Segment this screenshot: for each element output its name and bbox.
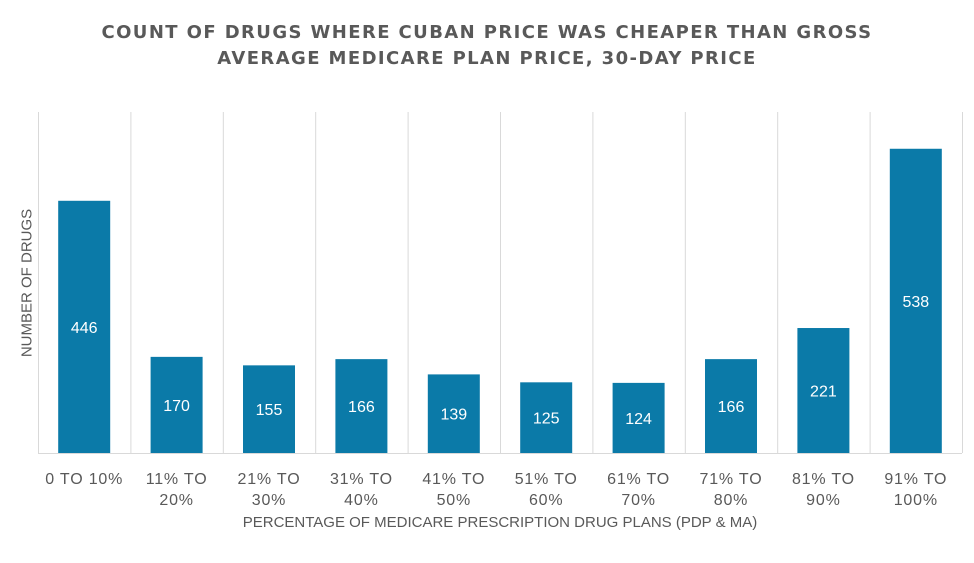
bar-value-label: 125 — [533, 411, 560, 428]
bar — [150, 356, 203, 453]
chart-title-line-1: COUNT OF DRUGS WHERE CUBAN PRICE WAS CHE… — [101, 22, 873, 43]
bar — [58, 200, 111, 453]
x-tick-label: 41% TO — [422, 471, 485, 488]
bar — [335, 359, 388, 453]
x-tick-label: 100% — [894, 492, 938, 509]
x-tick-label: 71% TO — [700, 471, 763, 488]
bar — [889, 148, 942, 453]
x-tick-label: 91% TO — [884, 471, 947, 488]
bar-value-label: 166 — [348, 399, 375, 416]
x-tick-label: 31% TO — [330, 471, 393, 488]
bar-value-label: 166 — [718, 399, 745, 416]
x-tick-label: 11% TO — [146, 471, 208, 488]
bar-value-label: 221 — [810, 384, 837, 401]
bar-value-label: 124 — [625, 411, 652, 428]
x-axis-label: PERCENTAGE OF MEDICARE PRESCRIPTION DRUG… — [242, 514, 758, 531]
x-tick-label: 80% — [714, 492, 748, 509]
x-tick-label: 81% TO — [792, 471, 855, 488]
bar-value-label: 170 — [163, 398, 190, 415]
bar — [797, 328, 850, 453]
x-tick-label: 60% — [529, 492, 563, 509]
x-tick-label: 90% — [806, 492, 840, 509]
y-axis-label: NUMBER OF DRUGS — [18, 208, 36, 358]
x-tick-label: 0 TO 10% — [45, 471, 123, 488]
bar-value-label: 538 — [902, 294, 929, 311]
bar — [243, 365, 295, 453]
bar — [705, 359, 757, 453]
x-tick-label: 20% — [159, 492, 193, 509]
chart-title-line-2: AVERAGE MEDICARE PLAN PRICE, 30-DAY PRIC… — [217, 48, 757, 69]
chart-title: COUNT OF DRUGS WHERE CUBAN PRICE WAS CHE… — [0, 20, 974, 72]
bar-value-label: 446 — [71, 320, 98, 337]
bar — [520, 382, 573, 453]
bar — [612, 382, 665, 453]
x-tick-label: 30% — [252, 492, 286, 509]
bar-value-label: 139 — [440, 407, 467, 424]
bar-value-label: 155 — [256, 402, 283, 419]
x-tick-label: 40% — [344, 492, 378, 509]
x-tick-label: 50% — [437, 492, 471, 509]
bar — [427, 374, 480, 453]
x-tick-label: 21% TO — [238, 471, 301, 488]
x-tick-label: 61% TO — [607, 471, 670, 488]
x-tick-label: 51% TO — [515, 471, 578, 488]
x-tick-label: 70% — [621, 492, 655, 509]
